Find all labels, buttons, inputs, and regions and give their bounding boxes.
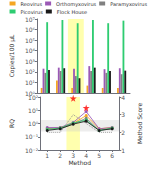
svg-text:Method: Method <box>68 159 91 166</box>
svg-text:Orthomyxovirus: Orthomyxovirus <box>56 1 96 8</box>
svg-text:5: 5 <box>97 152 101 159</box>
svg-text:3: 3 <box>71 152 75 159</box>
svg-text:10⁴: 10⁴ <box>25 47 36 54</box>
svg-text:Copies/100 µL: Copies/100 µL <box>8 34 16 77</box>
svg-text:10¹: 10¹ <box>28 107 39 114</box>
svg-text:RQ: RQ <box>8 119 15 128</box>
svg-text:Paramyxovirus: Paramyxovirus <box>110 1 147 8</box>
svg-text:4: 4 <box>84 152 88 159</box>
svg-text:10⁻²: 10⁻² <box>25 147 39 154</box>
svg-text:10²: 10² <box>28 94 39 101</box>
svg-text:10⁷: 10⁷ <box>25 16 36 23</box>
svg-text:2: 2 <box>121 129 125 136</box>
svg-text:Picovirus: Picovirus <box>21 9 44 15</box>
svg-text:1: 1 <box>45 152 49 159</box>
svg-text:10¹: 10¹ <box>25 79 36 86</box>
svg-text:10³: 10³ <box>25 58 36 65</box>
svg-text:2: 2 <box>58 152 62 159</box>
svg-text:10⁶: 10⁶ <box>25 26 36 33</box>
svg-text:6: 6 <box>110 152 114 159</box>
svg-text:4: 4 <box>121 94 125 101</box>
svg-text:10²: 10² <box>25 68 36 75</box>
svg-text:Reovirus: Reovirus <box>21 1 43 7</box>
svg-text:3: 3 <box>121 111 125 118</box>
svg-text:Flock House: Flock House <box>57 9 87 15</box>
svg-text:10⁵: 10⁵ <box>25 37 36 44</box>
svg-text:10⁻¹: 10⁻¹ <box>25 133 39 140</box>
svg-text:10⁰: 10⁰ <box>28 120 39 127</box>
svg-text:1: 1 <box>121 147 125 154</box>
svg-text:Method Score: Method Score <box>136 103 143 145</box>
